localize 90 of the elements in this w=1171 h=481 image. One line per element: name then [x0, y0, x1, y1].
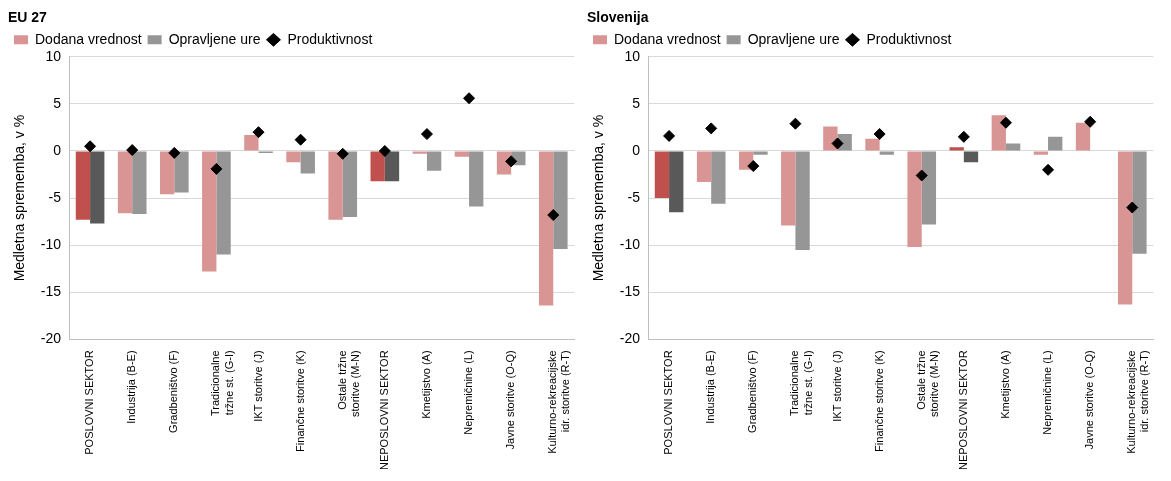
point — [168, 146, 181, 159]
x-tick-label: IKT storitve (J) — [830, 350, 843, 422]
point — [210, 162, 223, 175]
x-tick-label: IKT storitve (J) — [251, 350, 264, 422]
legend-label: Dodana vrednost — [35, 30, 142, 47]
point — [873, 128, 886, 141]
point — [126, 144, 139, 157]
x-tick-label: POSLOVNI SEKTOR — [83, 350, 96, 455]
point — [705, 122, 718, 135]
x-tick-label: Industrija (B-E) — [704, 350, 717, 424]
legend-label: Dodana vrednost — [614, 30, 721, 47]
x-tick-label: Tradicionalne tržne st. (G-I) — [788, 350, 814, 417]
point — [915, 169, 928, 182]
y-tick-label: -10 — [619, 236, 641, 253]
y-tick-label: -15 — [40, 283, 62, 300]
y-tick-label: 5 — [53, 94, 62, 111]
x-tick-label: Javne storitve (O-Q) — [504, 350, 517, 450]
x-tick-label: Kulturno-rekreacijske idr. storitve (R-T) — [1125, 350, 1151, 454]
point — [336, 147, 349, 160]
bar — [711, 151, 726, 204]
legend-label: Produktivnost — [866, 30, 952, 47]
bar — [865, 138, 880, 151]
legend-label: Opravljene ure — [747, 30, 840, 47]
x-tick-label: POSLOVNI SEKTOR — [662, 350, 675, 455]
bar — [963, 151, 979, 163]
x-tick-label: Finančne storitve (K) — [872, 350, 885, 452]
x-tick-label: Javne storitve (O-Q) — [1083, 350, 1096, 450]
point — [378, 145, 391, 157]
y-tick-label: -20 — [619, 330, 641, 347]
y-tick-label: 10 — [624, 47, 641, 64]
point — [1126, 201, 1139, 214]
bar — [1033, 151, 1049, 155]
y-tick-label: 5 — [632, 94, 641, 111]
point — [252, 126, 265, 139]
point — [747, 160, 760, 173]
point — [84, 140, 97, 153]
point — [420, 128, 433, 141]
point — [505, 155, 518, 168]
x-tick-label: Industrija (B-E) — [125, 350, 138, 424]
point — [463, 92, 476, 105]
y-tick-label: -20 — [40, 330, 62, 347]
y-tick-label: -10 — [40, 236, 62, 253]
bar — [1048, 136, 1063, 151]
x-tick-label: NEPOSLOVNI SEKTOR — [377, 350, 390, 470]
x-tick-label: Kmetijstvo (A) — [419, 350, 432, 419]
x-tick-label: Finančne storitve (K) — [293, 350, 306, 452]
y-tick-label: -15 — [619, 283, 641, 300]
bar — [753, 151, 768, 155]
point — [999, 116, 1012, 129]
bar — [1075, 122, 1091, 151]
bar — [1117, 151, 1133, 305]
point — [1084, 115, 1097, 128]
y-axis-title: Medletna sprememba, v % — [11, 114, 28, 282]
point — [831, 137, 844, 150]
bar — [921, 151, 937, 225]
point — [547, 209, 560, 222]
x-tick-label: Gradbeništvo (F) — [746, 350, 759, 433]
point — [1042, 163, 1055, 176]
bar — [696, 151, 712, 183]
y-axis-title: Medletna sprememba, v % — [590, 114, 607, 282]
y-tick-label: -5 — [48, 188, 62, 205]
x-tick-label: NEPOSLOVNI SEKTOR — [956, 350, 969, 470]
x-tick-label: Kmetijstvo (A) — [998, 350, 1011, 419]
x-tick-label: Kulturno-rekreacijske idr. storitve (R-T) — [546, 350, 572, 454]
bar — [781, 151, 796, 226]
bar — [795, 151, 810, 250]
bar — [1132, 151, 1147, 254]
x-tick-label: Gradbeništvo (F) — [167, 350, 180, 433]
legend-label: Opravljene ure — [168, 30, 261, 47]
y-tick-label: 10 — [45, 47, 62, 64]
point — [294, 133, 307, 146]
chart-title: EU 27 — [8, 9, 48, 26]
x-tick-label: Tradicionalne tržne st. (G-I) — [209, 350, 235, 417]
point — [789, 117, 802, 130]
x-tick-label: Nepremičnine (L) — [1041, 350, 1054, 435]
x-tick-label: Ostale tržne storitve (M-N) — [335, 350, 361, 417]
bar — [654, 151, 670, 199]
x-tick-label: Nepremičnine (L) — [462, 350, 475, 435]
x-tick-label: Ostale tržne storitve (M-N) — [914, 350, 940, 417]
bar — [879, 151, 894, 155]
point — [663, 129, 676, 142]
y-tick-label: -5 — [627, 188, 641, 205]
point — [957, 130, 970, 143]
y-tick-label: 0 — [632, 141, 641, 158]
bar — [907, 151, 922, 248]
chart-title: Slovenija — [587, 9, 649, 26]
legend-label: Produktivnost — [287, 30, 373, 47]
bar — [1005, 143, 1021, 151]
y-tick-label: 0 — [53, 141, 62, 158]
bar — [669, 151, 684, 213]
